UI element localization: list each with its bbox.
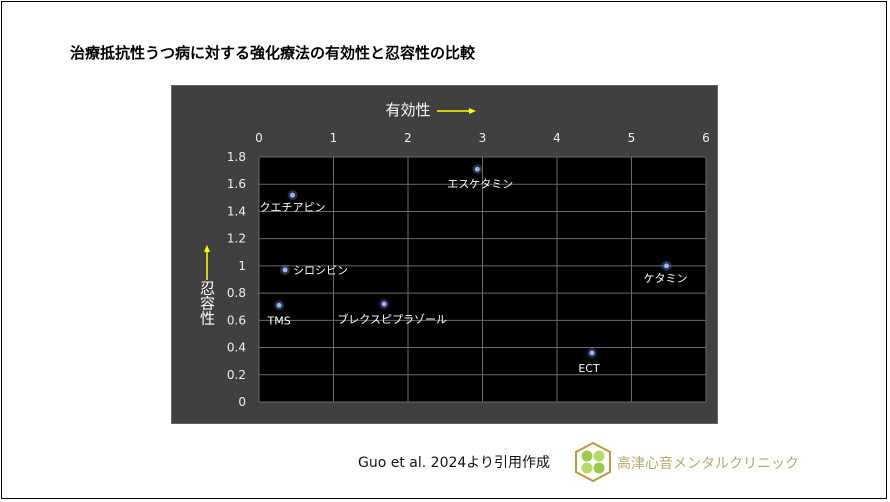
x-tick-label: 3 <box>479 131 487 145</box>
data-label: ECT <box>578 362 600 375</box>
y-tick-label: 1.6 <box>227 177 246 191</box>
chart-title: 治療抵抗性うつ病に対する強化療法の有効性と忍容性の比較 <box>70 44 476 62</box>
data-label: ケタミン <box>644 272 688 285</box>
data-point <box>282 267 288 273</box>
x-tick-label: 1 <box>330 131 338 145</box>
x-tick-label: 4 <box>553 131 561 145</box>
clinic-logo-icon <box>575 441 611 483</box>
data-point <box>664 263 670 269</box>
data-label: シロシビン <box>293 264 348 277</box>
data-label: クエチアピン <box>260 201 326 214</box>
y-axis-label: 忍容性 <box>198 281 216 326</box>
data-label: エスケタミン <box>447 177 513 190</box>
y-tick-label: 1.2 <box>227 232 246 246</box>
clinic-name: 高津心音メンタルクリニック <box>617 456 799 472</box>
y-tick-label: 1.8 <box>227 150 246 164</box>
y-arrowhead-icon <box>204 245 210 252</box>
y-tick-label: 0.6 <box>227 313 246 327</box>
data-point <box>290 192 296 198</box>
data-point <box>589 350 595 356</box>
data-point <box>276 302 282 308</box>
x-tick-label: 6 <box>702 131 710 145</box>
y-tick-label: 0 <box>238 395 246 409</box>
citation: Guo et al. 2024より引用作成 <box>358 455 551 471</box>
x-tick-label: 5 <box>628 131 636 145</box>
y-tick-label: 0.4 <box>227 341 246 355</box>
x-arrowhead-icon <box>469 108 476 114</box>
y-tick-label: 1.4 <box>227 204 246 218</box>
y-tick-label: 0.2 <box>227 368 246 382</box>
data-label: TMS <box>267 314 291 327</box>
data-point <box>474 166 480 172</box>
x-tick-label: 0 <box>255 131 263 145</box>
x-tick-label: 2 <box>404 131 412 145</box>
y-tick-label: 0.8 <box>227 286 246 300</box>
data-point <box>381 301 387 307</box>
y-tick-label: 1 <box>238 259 246 273</box>
data-label: ブレクスピプラゾール <box>337 312 447 326</box>
x-axis-label: 有効性 <box>385 101 430 119</box>
